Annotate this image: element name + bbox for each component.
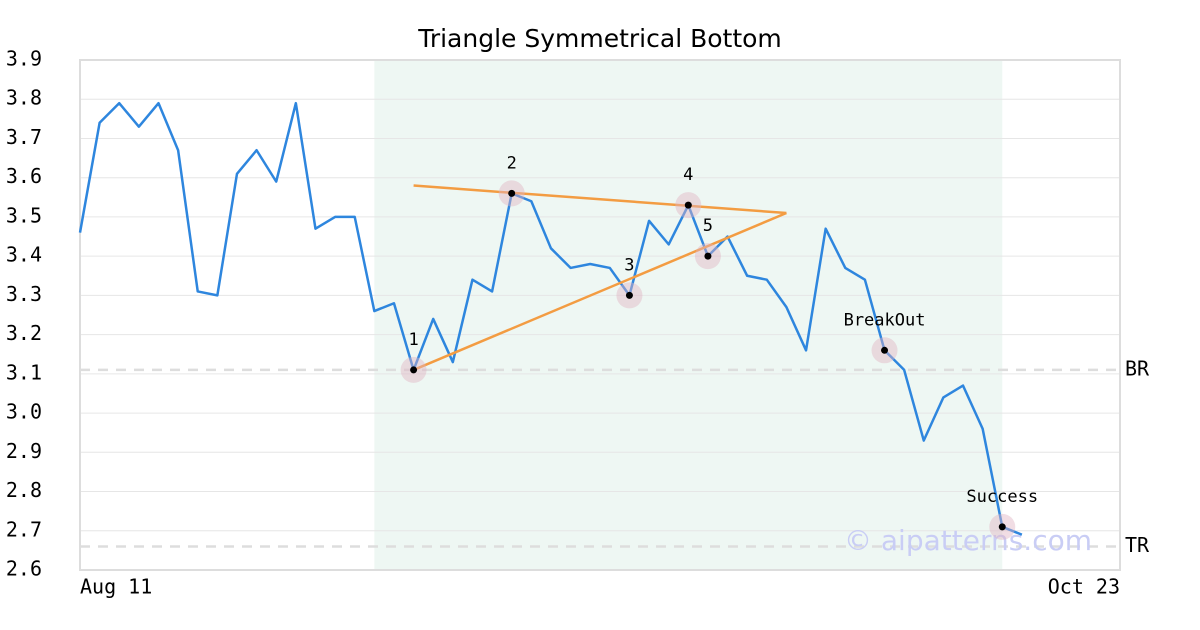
pivot-label: 3 [624,255,634,275]
y-tick-label: 2.7 [6,517,42,541]
y-tick-label: 3.7 [6,125,42,149]
level-label: TR [1125,533,1150,557]
pivot-dot [410,366,418,374]
pivot-dot [684,201,692,209]
pivot-label: Success [966,487,1038,507]
y-tick-label: 3.6 [6,164,42,188]
pivot-dot [704,252,712,260]
pivot-label: 1 [408,330,418,350]
y-tick-label: 2.6 [6,557,42,581]
plot-border [79,59,1121,571]
pivot-label: 2 [507,153,517,173]
watermark: © aipatterns.com [844,524,1092,557]
pivot-label: 5 [703,216,713,236]
y-tick-label: 2.8 [6,478,42,502]
pivot-label: BreakOut [844,310,926,330]
y-tick-label: 3.8 [6,86,42,110]
y-tick-label: 3.9 [6,47,42,71]
trendline [413,184,787,215]
pivot-dot [881,346,889,354]
chart-title: Triangle Symmetrical Bottom [417,24,782,53]
y-tick-label: 2.9 [6,439,42,463]
pattern-region [374,60,1003,570]
pivot-label: 4 [683,165,693,185]
y-tick-label: 3.0 [6,400,42,424]
pivot-dot [625,291,633,299]
x-tick-label: Oct 23 [1048,575,1120,599]
x-tick-label: Aug 11 [80,575,152,599]
pivot-dot [998,523,1006,531]
y-tick-label: 3.4 [6,243,42,267]
trendline [413,211,787,372]
y-tick-label: 3.1 [6,360,42,384]
level-label: BR [1125,356,1150,380]
pivot-dot [508,189,516,197]
y-tick-label: 3.5 [6,203,42,227]
y-tick-label: 3.2 [6,321,42,345]
price-line [78,101,1023,536]
y-tick-label: 3.3 [6,282,42,306]
